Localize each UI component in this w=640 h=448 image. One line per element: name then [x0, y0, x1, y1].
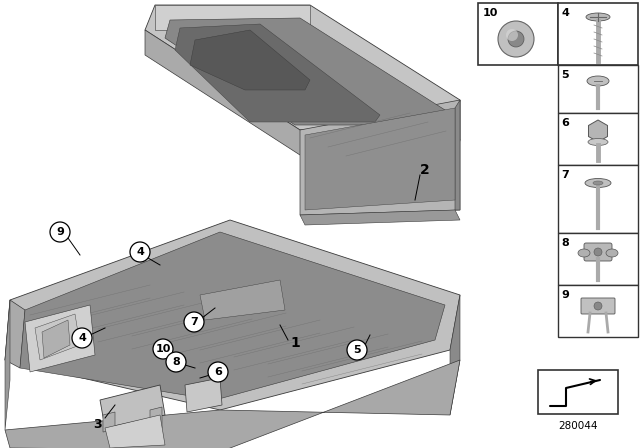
- Polygon shape: [165, 18, 445, 125]
- Polygon shape: [5, 220, 460, 410]
- Text: 4: 4: [136, 247, 144, 257]
- Circle shape: [498, 21, 534, 57]
- Polygon shape: [155, 5, 310, 30]
- Text: 280044: 280044: [558, 421, 598, 431]
- Polygon shape: [200, 280, 285, 320]
- Polygon shape: [190, 30, 310, 90]
- Polygon shape: [150, 407, 162, 430]
- Circle shape: [594, 248, 602, 256]
- Polygon shape: [100, 385, 165, 428]
- Ellipse shape: [585, 178, 611, 188]
- Circle shape: [508, 31, 524, 47]
- Polygon shape: [455, 100, 460, 210]
- Text: 7: 7: [561, 170, 569, 180]
- FancyBboxPatch shape: [581, 298, 615, 314]
- Polygon shape: [35, 314, 80, 360]
- Circle shape: [50, 222, 70, 242]
- Circle shape: [506, 29, 518, 41]
- Ellipse shape: [606, 249, 618, 257]
- Circle shape: [347, 340, 367, 360]
- Circle shape: [594, 302, 602, 310]
- FancyBboxPatch shape: [558, 233, 638, 285]
- FancyBboxPatch shape: [558, 65, 638, 113]
- Polygon shape: [185, 378, 222, 412]
- Text: 8: 8: [561, 238, 569, 248]
- Circle shape: [166, 352, 186, 372]
- Text: 5: 5: [353, 345, 361, 355]
- Polygon shape: [105, 415, 165, 448]
- Text: 6: 6: [561, 118, 569, 128]
- Polygon shape: [5, 300, 25, 368]
- Text: 5: 5: [561, 70, 568, 80]
- FancyBboxPatch shape: [538, 370, 618, 414]
- Text: 9: 9: [561, 290, 569, 300]
- Text: 10: 10: [483, 8, 499, 18]
- Text: 4: 4: [78, 333, 86, 343]
- Text: 10: 10: [156, 344, 171, 354]
- Circle shape: [72, 328, 92, 348]
- Circle shape: [130, 242, 150, 262]
- Polygon shape: [103, 412, 115, 432]
- Polygon shape: [175, 24, 380, 122]
- Polygon shape: [450, 295, 460, 415]
- Polygon shape: [145, 5, 460, 130]
- Circle shape: [153, 339, 173, 359]
- FancyBboxPatch shape: [558, 3, 638, 65]
- Text: 1: 1: [290, 336, 300, 350]
- Polygon shape: [42, 320, 70, 358]
- Circle shape: [208, 362, 228, 382]
- Ellipse shape: [578, 249, 590, 257]
- Polygon shape: [305, 108, 455, 210]
- Text: 8: 8: [172, 357, 180, 367]
- Text: 7: 7: [190, 317, 198, 327]
- Ellipse shape: [593, 181, 603, 185]
- Ellipse shape: [588, 138, 608, 146]
- Polygon shape: [5, 300, 10, 430]
- Polygon shape: [20, 232, 445, 400]
- Text: 4: 4: [561, 8, 569, 18]
- Text: 3: 3: [93, 418, 101, 431]
- FancyBboxPatch shape: [584, 243, 612, 261]
- Text: 6: 6: [214, 367, 222, 377]
- Polygon shape: [145, 30, 460, 155]
- FancyBboxPatch shape: [558, 285, 638, 337]
- Polygon shape: [455, 100, 460, 165]
- Circle shape: [184, 312, 204, 332]
- FancyBboxPatch shape: [558, 165, 638, 233]
- Polygon shape: [25, 305, 95, 372]
- Polygon shape: [5, 360, 460, 448]
- Text: 9: 9: [56, 227, 64, 237]
- FancyBboxPatch shape: [558, 113, 638, 165]
- Ellipse shape: [586, 13, 610, 21]
- Text: 2: 2: [420, 163, 430, 177]
- Ellipse shape: [587, 76, 609, 86]
- Polygon shape: [300, 210, 460, 225]
- Polygon shape: [300, 100, 460, 215]
- FancyBboxPatch shape: [478, 3, 558, 65]
